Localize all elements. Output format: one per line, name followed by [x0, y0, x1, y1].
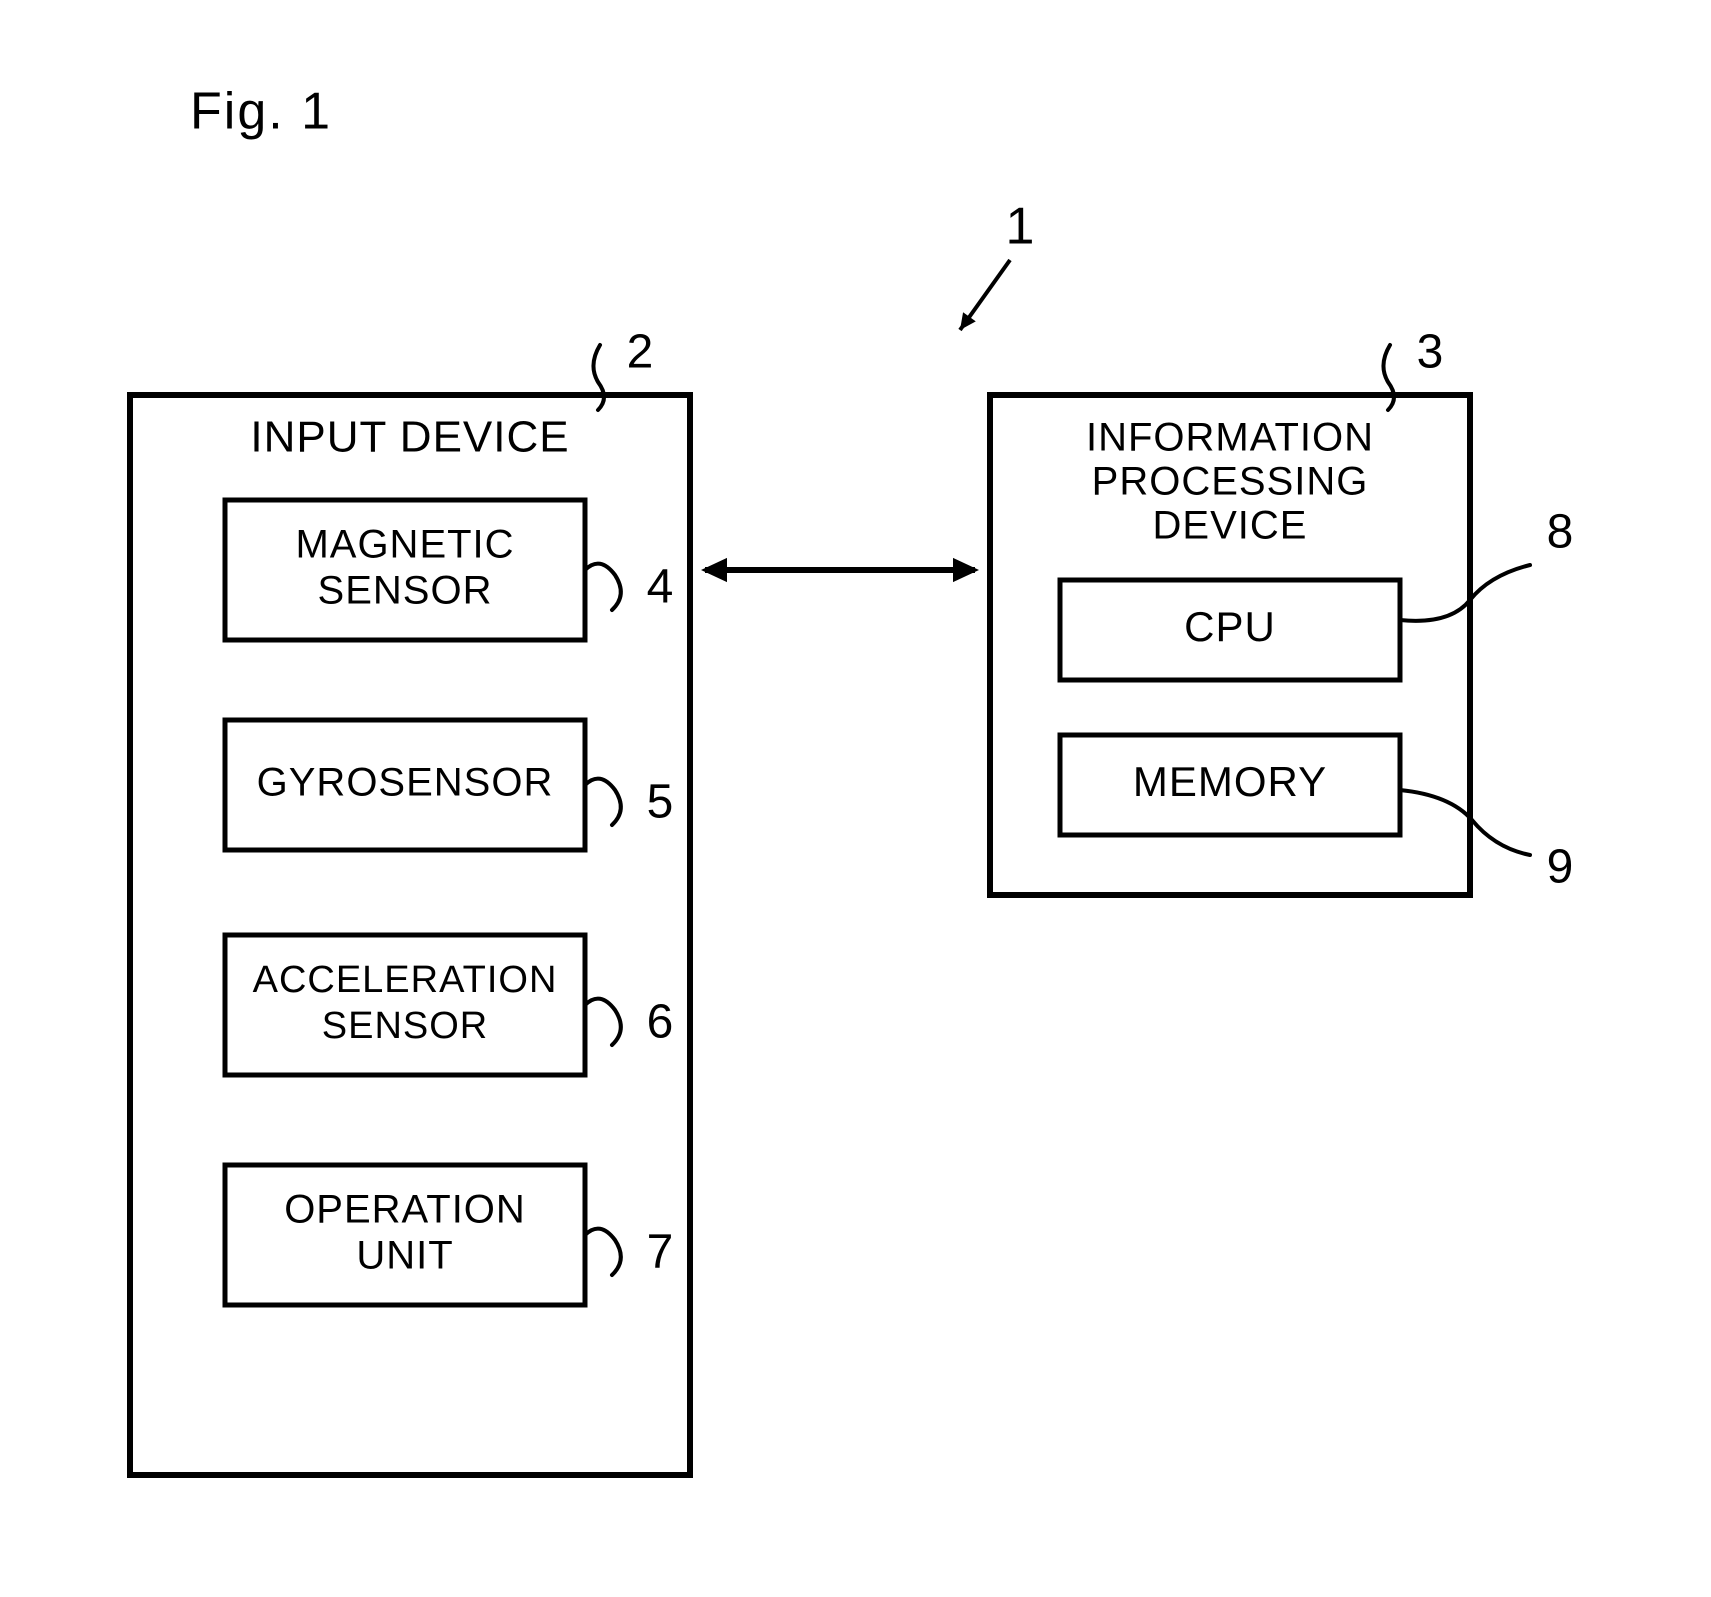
- svg-text:PROCESSING: PROCESSING: [1092, 460, 1369, 504]
- svg-text:SENSOR: SENSOR: [318, 569, 493, 613]
- ref-number: 6: [647, 996, 674, 1049]
- ref-number: 3: [1417, 326, 1444, 379]
- arrowhead-right-icon: [953, 558, 979, 582]
- svg-text:CPU: CPU: [1184, 603, 1276, 650]
- ref-number: 7: [647, 1226, 674, 1279]
- input-item-label-0: MAGNETICSENSOR: [295, 523, 514, 613]
- lead-line: [585, 1229, 621, 1275]
- ref-number: 4: [647, 561, 674, 614]
- svg-text:GYROSENSOR: GYROSENSOR: [257, 761, 554, 805]
- svg-text:SENSOR: SENSOR: [322, 1005, 488, 1047]
- lead-line: [585, 564, 621, 610]
- ref-number: 2: [627, 326, 654, 379]
- diagram-canvas: Fig. 11INPUT DEVICE2MAGNETICSENSOR4GYROS…: [0, 0, 1711, 1597]
- svg-text:ACCELERATION: ACCELERATION: [253, 959, 558, 1001]
- info-device-title: INFORMATIONPROCESSINGDEVICE: [1086, 416, 1374, 548]
- lead-line: [1383, 345, 1394, 410]
- input-device-title: INPUT DEVICE: [250, 413, 569, 462]
- svg-text:MEMORY: MEMORY: [1133, 758, 1327, 805]
- lead-line: [585, 779, 621, 825]
- svg-text:DEVICE: DEVICE: [1153, 504, 1308, 548]
- svg-text:UNIT: UNIT: [356, 1234, 453, 1278]
- figure-label: Fig. 1: [190, 83, 332, 141]
- input-item-label-2: ACCELERATIONSENSOR: [253, 959, 558, 1047]
- svg-text:INFORMATION: INFORMATION: [1086, 416, 1374, 460]
- ref-number: 9: [1547, 841, 1574, 894]
- arrowhead-icon: [960, 312, 976, 330]
- ref-number: 5: [647, 776, 674, 829]
- svg-text:INPUT DEVICE: INPUT DEVICE: [250, 413, 569, 462]
- input-item-label-3: OPERATIONUNIT: [284, 1188, 526, 1278]
- info-item-label-0: CPU: [1184, 603, 1276, 650]
- lead-line: [1400, 565, 1530, 621]
- arrowhead-left-icon: [701, 558, 727, 582]
- lead-line: [585, 999, 621, 1045]
- lead-line: [1400, 790, 1530, 855]
- svg-text:MAGNETIC: MAGNETIC: [295, 523, 514, 567]
- info-item-label-1: MEMORY: [1133, 758, 1327, 805]
- lead-line: [593, 345, 604, 410]
- input-item-label-1: GYROSENSOR: [257, 761, 554, 805]
- ref-number: 8: [1547, 506, 1574, 559]
- ref-number: 1: [1006, 198, 1035, 256]
- svg-text:OPERATION: OPERATION: [284, 1188, 526, 1232]
